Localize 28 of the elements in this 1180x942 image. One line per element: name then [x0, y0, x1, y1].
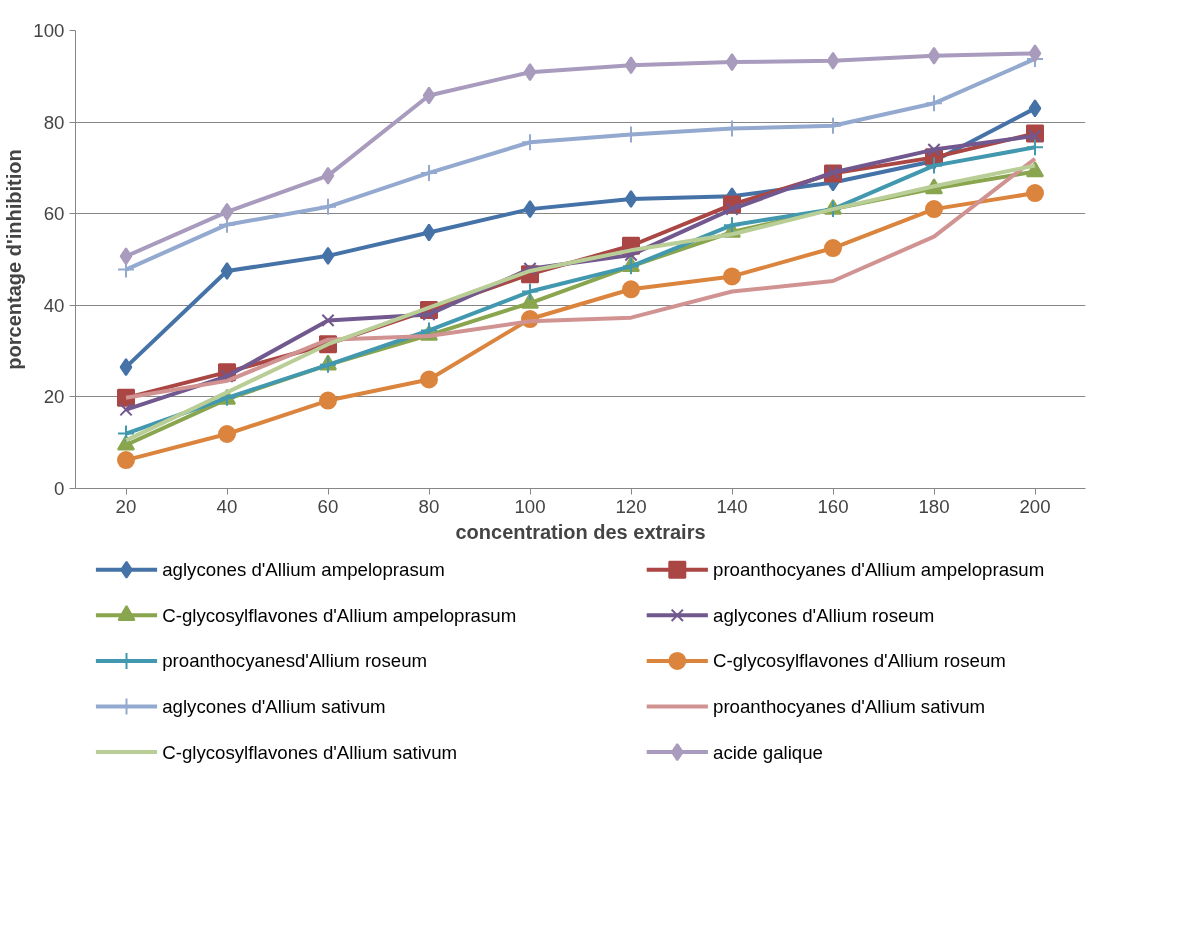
y-tick-label: 100: [33, 20, 65, 41]
y-tick-label: 80: [43, 111, 65, 133]
legend-label: acide galique: [713, 741, 823, 763]
y-tick-label: 20: [43, 386, 65, 408]
legend-label: C-glycosylflavones d'Allium sativum: [162, 741, 458, 763]
y-tick-label: 60: [43, 203, 65, 225]
x-tick-label: 80: [418, 495, 440, 517]
y-axis-title: porcentage d'inhibition: [3, 149, 26, 370]
legend-label: aglycones d'Allium ampeloprasum: [162, 559, 445, 581]
y-tick-label: 0: [54, 478, 65, 499]
x-axis-title: concentration des extrairs: [455, 520, 706, 543]
legend-label: proanthocyanesd'Allium roseum: [162, 650, 428, 672]
x-tick-label: 40: [216, 495, 238, 517]
x-tick-label: 160: [817, 495, 849, 517]
legend-label: aglycones d'Allium sativum: [162, 696, 386, 717]
y-tick-label: 40: [43, 294, 65, 316]
x-tick-label: 200: [1019, 495, 1051, 517]
x-tick-label: 60: [317, 495, 339, 517]
x-tick-label: 100: [514, 495, 546, 517]
legend-label: proanthocyanes d'Allium sativum: [713, 696, 986, 717]
legend-label: C-glycosylflavones d'Allium roseum: [713, 650, 1006, 672]
x-tick-label: 180: [918, 495, 950, 517]
x-tick-label: 140: [716, 495, 748, 517]
x-tick-label: 20: [115, 495, 137, 517]
legend-label: C-glycosylflavones d'Allium ampeloprasum: [162, 604, 517, 626]
legend-label: aglycones d'Allium roseum: [713, 604, 935, 626]
legend-label: proanthocyanes d'Allium ampeloprasum: [713, 559, 1045, 581]
x-tick-label: 120: [615, 495, 647, 517]
